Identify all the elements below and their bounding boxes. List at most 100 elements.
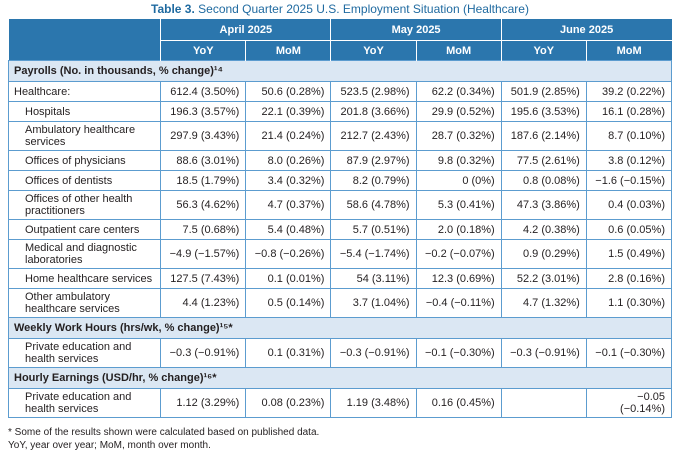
- row-label: Ambulatory healthcare services: [7, 121, 162, 151]
- cell-value: 52.2 (3.01%): [500, 268, 587, 289]
- cell-value: 4.2 (0.38%): [500, 219, 587, 240]
- cell-value: 0.1 (0.31%): [245, 338, 332, 368]
- subheader-yoy: YoY: [500, 40, 587, 61]
- footnote: * Some of the results shown were calcula…: [8, 427, 320, 438]
- corner-header: [8, 19, 161, 41]
- table-number: Table 3.: [151, 2, 195, 16]
- cell-value: 0.5 (0.14%): [245, 288, 332, 318]
- cell-value: 612.4 (3.50%): [160, 81, 247, 102]
- cell-value: 0.6 (0.05%): [585, 219, 673, 240]
- subheader-yoy: YoY: [160, 40, 246, 61]
- cell-value: 0.08 (0.23%): [245, 388, 332, 418]
- cell-value: 39.2 (0.22%): [585, 81, 673, 102]
- cell-value: 62.2 (0.34%): [415, 81, 502, 102]
- table-row: Ambulatory healthcare services 297.9 (3.…: [7, 121, 673, 151]
- cell-value: −0.2 (−0.07%): [415, 239, 502, 269]
- footnotes: * Some of the results shown were calcula…: [8, 426, 680, 452]
- cell-value: 50.6 (0.28%): [245, 81, 332, 102]
- cell-value: −0.3 (−0.91%): [330, 338, 417, 368]
- cell-value: 22.1 (0.39%): [245, 101, 332, 122]
- cell-value: 77.5 (2.61%): [500, 150, 587, 171]
- cell-value: 2.0 (0.18%): [415, 219, 502, 240]
- section-header-weekly-hours: Weekly Work Hours (hrs/wk, % change)¹⁵*: [8, 317, 672, 339]
- cell-value: 127.5 (7.43%): [160, 268, 247, 289]
- cell-value: 1.12 (3.29%): [160, 388, 247, 418]
- cell-value: 47.3 (3.86%): [500, 190, 587, 220]
- cell-value: 5.3 (0.41%): [415, 190, 502, 220]
- cell-value: 5.4 (0.48%): [245, 219, 332, 240]
- cell-value: 187.6 (2.14%): [500, 121, 587, 151]
- table-row: Hospitals 196.3 (3.57%) 22.1 (0.39%) 201…: [7, 101, 673, 122]
- cell-value: 56.3 (4.62%): [160, 190, 247, 220]
- row-label: Medical and diagnostic laboratories: [7, 239, 162, 269]
- footnote: YoY, year over year; MoM, month over mon…: [8, 440, 211, 451]
- cell-value: 4.4 (1.23%): [160, 288, 247, 318]
- cell-value: 8.0 (0.26%): [245, 150, 332, 171]
- cell-value: 0.16 (0.45%): [415, 388, 502, 418]
- cell-value: 523.5 (2.98%): [330, 81, 417, 102]
- cell-value: 196.3 (3.57%): [160, 101, 247, 122]
- table-row: Offices of dentists 18.5 (1.79%) 3.4 (0.…: [7, 170, 673, 191]
- cell-value: 18.5 (1.79%): [160, 170, 247, 191]
- row-label: Other ambulatory healthcare services: [7, 288, 162, 318]
- cell-value: −0.05 (−0.14%): [585, 388, 673, 418]
- row-label: Private education and health services: [7, 388, 162, 418]
- cell-value: 195.6 (3.53%): [500, 101, 587, 122]
- row-label: Healthcare:: [7, 81, 162, 102]
- cell-value: 87.9 (2.97%): [330, 150, 417, 171]
- table-row: Offices of physicians 88.6 (3.01%) 8.0 (…: [7, 150, 673, 171]
- cell-value: 2.8 (0.16%): [585, 268, 673, 289]
- section-header-hourly-earnings: Hourly Earnings (USD/hr, % change)¹⁶*: [8, 367, 672, 389]
- cell-value: 9.8 (0.32%): [415, 150, 502, 171]
- cell-value: 201.8 (3.66%): [330, 101, 417, 122]
- cell-value: 297.9 (3.43%): [160, 121, 247, 151]
- cell-value: 58.6 (4.78%): [330, 190, 417, 220]
- table-row: Healthcare: 612.4 (3.50%) 50.6 (0.28%) 5…: [7, 81, 673, 102]
- row-label: Private education and health services: [7, 338, 162, 368]
- cell-value: 28.7 (0.32%): [415, 121, 502, 151]
- cell-value: 8.2 (0.79%): [330, 170, 417, 191]
- column-header-may: May 2025: [330, 19, 502, 41]
- cell-value: 3.4 (0.32%): [245, 170, 332, 191]
- cell-value: −0.3 (−0.91%): [160, 338, 247, 368]
- cell-value: 7.5 (0.68%): [160, 219, 247, 240]
- cell-value: −1.6 (−0.15%): [585, 170, 673, 191]
- cell-value: −0.1 (−0.30%): [585, 338, 673, 368]
- table-row: Private education and health services −0…: [7, 338, 673, 368]
- cell-value: 8.7 (0.10%): [585, 121, 673, 151]
- cell-value: −0.1 (−0.30%): [415, 338, 502, 368]
- table-title: Second Quarter 2025 U.S. Employment Situ…: [198, 2, 529, 16]
- cell-value: 1.19 (3.48%): [330, 388, 417, 418]
- cell-value: 212.7 (2.43%): [330, 121, 417, 151]
- table-row: Offices of other health practitioners 56…: [7, 190, 673, 220]
- table-row: Home healthcare services 127.5 (7.43%) 0…: [7, 268, 673, 289]
- subheader-yoy: YoY: [330, 40, 417, 61]
- cell-value: 501.9 (2.85%): [500, 81, 587, 102]
- cell-value: −0.8 (−0.26%): [245, 239, 332, 269]
- cell-value: 16.1 (0.28%): [585, 101, 673, 122]
- cell-value: −4.9 (−1.57%): [160, 239, 247, 269]
- subheader-mom: MoM: [415, 40, 502, 61]
- table-row: Medical and diagnostic laboratories −4.9…: [7, 239, 673, 269]
- row-label: Offices of physicians: [7, 150, 162, 171]
- employment-table: April 2025 May 2025 June 2025 YoY MoM Yo…: [7, 19, 673, 418]
- table-row: Outpatient care centers 7.5 (0.68%) 5.4 …: [7, 219, 673, 240]
- cell-value: −0.4 (−0.11%): [415, 288, 502, 318]
- cell-value: 4.7 (1.32%): [500, 288, 587, 318]
- column-header-june: June 2025: [500, 19, 672, 41]
- row-label: Outpatient care centers: [7, 219, 162, 240]
- cell-value: [500, 388, 587, 418]
- subheader-mom: MoM: [585, 40, 672, 61]
- cell-value: 5.7 (0.51%): [330, 219, 417, 240]
- cell-value: 0.4 (0.03%): [585, 190, 673, 220]
- cell-value: 0.9 (0.29%): [500, 239, 587, 269]
- column-header-april: April 2025: [160, 19, 331, 41]
- section-header-payrolls: Payrolls (No. in thousands, % change)¹⁴: [8, 60, 672, 82]
- table-row: Private education and health services 1.…: [7, 388, 673, 418]
- row-label: Offices of dentists: [7, 170, 162, 191]
- cell-value: 12.3 (0.69%): [415, 268, 502, 289]
- cell-value: 0.1 (0.01%): [245, 268, 332, 289]
- cell-value: 4.7 (0.37%): [245, 190, 332, 220]
- corner-subheader: [8, 40, 161, 61]
- cell-value: −5.4 (−1.74%): [330, 239, 417, 269]
